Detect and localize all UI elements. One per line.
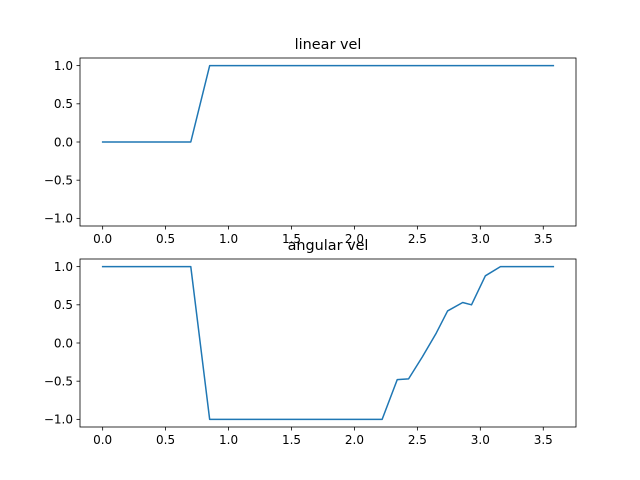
angular-vel-x-tick-label: 1.0	[219, 433, 238, 447]
angular-vel-series-line	[101, 265, 555, 421]
linear-vel-y-tick-label: −0.5	[44, 173, 73, 187]
linear-vel-title: linear vel	[295, 37, 362, 53]
angular-vel-x-tick-label: 0.0	[93, 433, 112, 447]
linear-vel-y-tick-label: 0.5	[54, 97, 73, 111]
linear-vel-subplot: 0.0 0.5 1.0 1.5 2.0 2.5 3.0 3.5 1.0 0.5 0.0 −0.5 −1.…	[44, 37, 577, 246]
angular-vel-title: angular vel	[288, 238, 369, 254]
angular-vel-x-tick-label: 0.5	[156, 433, 175, 447]
linear-vel-x-tick-label: 2.5	[408, 232, 427, 246]
angular-vel-y-tick-label: 1.0	[54, 260, 73, 274]
angular-vel-y-tick-label: −1.0	[44, 413, 73, 427]
angular-vel-x-tick-label: 2.5	[408, 433, 427, 447]
angular-vel-x-tick-label: 1.5	[282, 433, 301, 447]
angular-vel-subplot: 0.0 0.5 1.0 1.5 2.0 2.5 3.0 3.5 1.0 0.5 0.0 −0.5 −1.…	[44, 238, 577, 447]
linear-vel-y-tick-label: 0.0	[54, 135, 73, 149]
angular-vel-y-tick-label: −0.5	[44, 374, 73, 388]
linear-vel-y-tick-label: −1.0	[44, 212, 73, 226]
linear-vel-y-tick-label: 1.0	[54, 59, 73, 73]
linear-vel-series-line	[101, 64, 555, 143]
angular-vel-x-tick-label: 3.5	[534, 433, 553, 447]
linear-vel-x-tick-label: 1.5	[282, 232, 301, 246]
linear-vel-x-tick-label: 0.5	[156, 232, 175, 246]
angular-vel-y-tick-label: 0.5	[54, 298, 73, 312]
linear-vel-x-tick-label: 0.0	[93, 232, 112, 246]
linear-vel-x-tick-label: 3.0	[471, 232, 490, 246]
angular-vel-x-tick-label: 2.0	[345, 433, 364, 447]
linear-vel-x-tick-label: 3.5	[534, 232, 553, 246]
linear-vel-x-tick-label: 1.0	[219, 232, 238, 246]
linear-vel-x-tick-label: 2.0	[345, 232, 364, 246]
angular-vel-y-tick-label: 0.0	[54, 336, 73, 350]
angular-vel-x-tick-label: 3.0	[471, 433, 490, 447]
